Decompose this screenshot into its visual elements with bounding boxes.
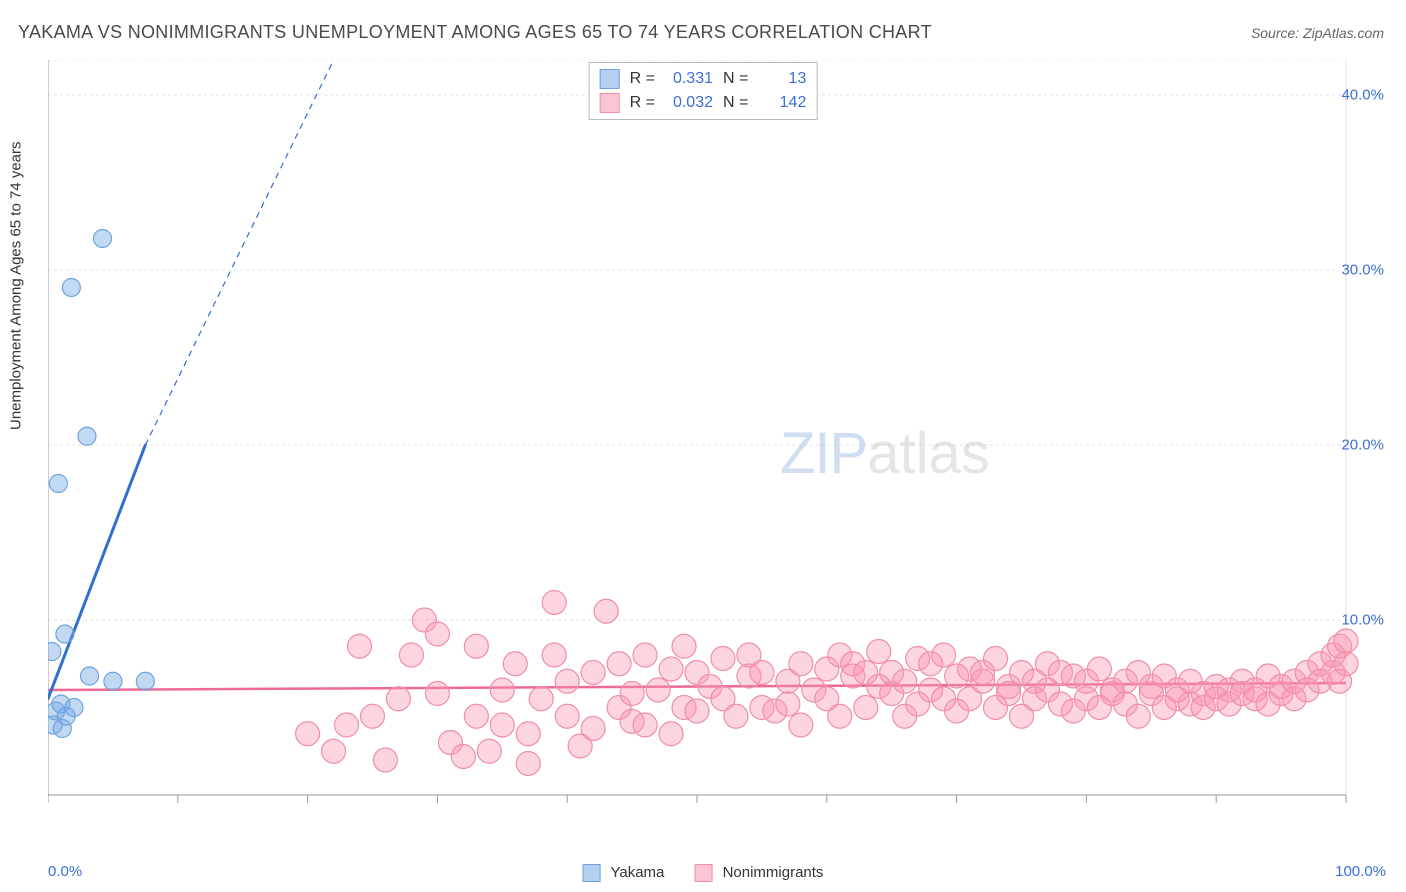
chart-area	[48, 60, 1386, 835]
source-attribution: Source: ZipAtlas.com	[1251, 25, 1384, 41]
legend-swatch-nonimmigrants	[694, 864, 712, 882]
r-value-nonimmigrants: 0.032	[661, 94, 713, 112]
n-label: N =	[723, 94, 748, 112]
x-axis-end-label: 100.0%	[1335, 863, 1386, 880]
stat-row-nonimmigrants: R = 0.032 N = 142	[600, 91, 807, 115]
legend-item-nonimmigrants: Nonimmigrants	[694, 864, 823, 882]
r-value-yakama: 0.331	[661, 70, 713, 88]
series-legend: Yakama Nonimmigrants	[583, 864, 824, 882]
n-value-nonimmigrants: 142	[754, 94, 806, 112]
correlation-stats-legend: R = 0.331 N = 13 R = 0.032 N = 142	[589, 62, 818, 120]
y-tick-label: 30.0%	[1341, 262, 1384, 279]
n-value-yakama: 13	[754, 70, 806, 88]
y-tick-label: 20.0%	[1341, 437, 1384, 454]
y-axis-label: Unemployment Among Ages 65 to 74 years	[8, 141, 25, 430]
chart-title: YAKAMA VS NONIMMIGRANTS UNEMPLOYMENT AMO…	[18, 22, 932, 43]
n-label: N =	[723, 70, 748, 88]
legend-item-yakama: Yakama	[583, 864, 665, 882]
scatter-plot	[48, 60, 1386, 835]
r-label: R =	[630, 70, 655, 88]
swatch-yakama	[600, 69, 620, 89]
stat-row-yakama: R = 0.331 N = 13	[600, 67, 807, 91]
legend-swatch-yakama	[583, 864, 601, 882]
y-tick-label: 40.0%	[1341, 87, 1384, 104]
swatch-nonimmigrants	[600, 93, 620, 113]
r-label: R =	[630, 94, 655, 112]
y-tick-label: 10.0%	[1341, 612, 1384, 629]
x-axis-start-label: 0.0%	[48, 863, 82, 880]
legend-label-yakama: Yakama	[610, 864, 664, 881]
legend-label-nonimmigrants: Nonimmigrants	[723, 864, 824, 881]
